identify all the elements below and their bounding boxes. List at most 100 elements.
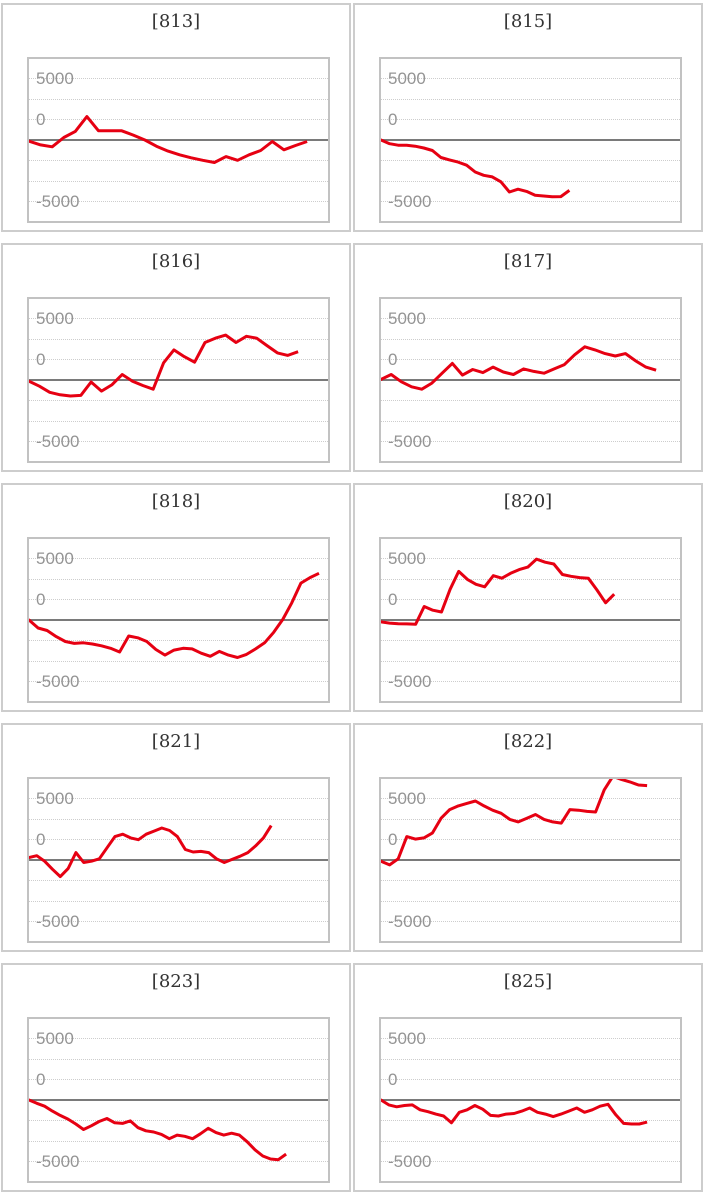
gridline [381,160,680,161]
payout-polyline [381,138,571,199]
payout-polyline [29,1098,287,1162]
y-axis-label-5000: 5000 [36,1028,74,1048]
payout-line-series [29,1098,287,1162]
gridline [381,578,680,580]
zero-line [29,859,328,861]
gridline [381,1120,680,1121]
zero-line [29,379,328,381]
y-axis-label-0: 0 [388,109,398,129]
payout-line-series [29,115,308,164]
machine-chart-card: [822] 5000 0 -5000 [353,723,703,952]
gridline [381,640,680,641]
gridline [381,441,680,442]
gridline [29,98,328,100]
payout-line-series [381,345,657,391]
gridline [29,78,328,79]
y-axis-label-minus5000: -5000 [388,191,432,211]
y-axis-label-0: 0 [36,1069,46,1089]
y-axis-label-minus5000: -5000 [36,671,80,691]
machine-chart-card: [816] 5000 0 -5000 [1,243,351,472]
machine-chart-card: [817] 5000 0 -5000 [353,243,703,472]
machine-chart-card: [815] 5000 0 -5000 [353,3,703,232]
plot-inner [381,539,680,701]
payout-line-series [381,779,648,867]
gridline [29,338,328,340]
gridline [29,798,328,799]
gridline [381,681,680,682]
plot-inner [381,299,680,461]
gridline [29,1058,328,1060]
gridline [381,180,680,182]
plot-area: 5000 0 -5000 [379,1017,682,1183]
gridline [381,1140,680,1142]
y-axis-label-0: 0 [388,589,398,609]
payout-line-series [29,824,273,879]
payout-polyline [381,1098,648,1126]
y-axis-label-minus5000: -5000 [36,911,80,931]
gridline [381,839,680,840]
machine-number-title: [823] [151,971,201,992]
payout-line-series [29,571,320,659]
gridline [29,160,328,161]
machine-chart-card: [813] 5000 0 -5000 [1,3,351,232]
payout-line-series [381,557,616,626]
gridline [29,921,328,922]
machine-number-title: [818] [151,491,201,512]
gridline [381,318,680,319]
machine-number-title: [821] [151,731,201,752]
gridline [29,1038,328,1039]
payout-polyline [381,779,648,867]
machine-number-title: [815] [503,11,553,32]
payout-line-series [29,333,299,398]
plot-area: 5000 0 -5000 [379,777,682,943]
y-axis-label-minus5000: -5000 [388,671,432,691]
payout-polyline [381,345,657,391]
y-axis-label-5000: 5000 [388,68,426,88]
zero-line [29,1099,328,1101]
gridline [29,558,328,559]
gridline [381,921,680,922]
y-axis-label-5000: 5000 [36,308,74,328]
gridline [381,359,680,360]
plot-area: 5000 0 -5000 [379,57,682,223]
payout-polyline [381,557,616,626]
y-axis-label-5000: 5000 [36,68,74,88]
gridline [29,318,328,319]
gridline [381,660,680,662]
gridline [381,1038,680,1039]
payout-polyline [29,333,299,398]
machine-number-title: [822] [503,731,553,752]
gridline [381,400,680,401]
payout-line-series [381,138,571,199]
gridline [381,1079,680,1080]
gridline [29,119,328,120]
machine-number-title: [813] [151,11,201,32]
gridline [381,818,680,820]
plot-inner [29,299,328,461]
gridline [381,900,680,902]
gridline [29,640,328,641]
plot-inner [381,1019,680,1181]
y-axis-label-minus5000: -5000 [36,431,80,451]
machine-number-title: [817] [503,251,553,272]
payout-line-series [381,1098,648,1126]
gridline [29,1120,328,1121]
zero-line [381,859,680,861]
gridline [29,1161,328,1162]
payout-polyline [29,571,320,659]
gridline [381,338,680,340]
machine-chart-card: [821] 5000 0 -5000 [1,723,351,952]
gridline [381,78,680,79]
y-axis-label-0: 0 [388,1069,398,1089]
machine-chart-card: [818] 5000 0 -5000 [1,483,351,712]
y-axis-label-minus5000: -5000 [36,191,80,211]
y-axis-label-5000: 5000 [388,788,426,808]
gridline [381,880,680,881]
zero-line [381,379,680,381]
zero-line [381,619,680,621]
y-axis-label-5000: 5000 [36,548,74,568]
zero-line [381,1099,680,1101]
payout-polyline [29,115,308,164]
gridline [29,578,328,580]
